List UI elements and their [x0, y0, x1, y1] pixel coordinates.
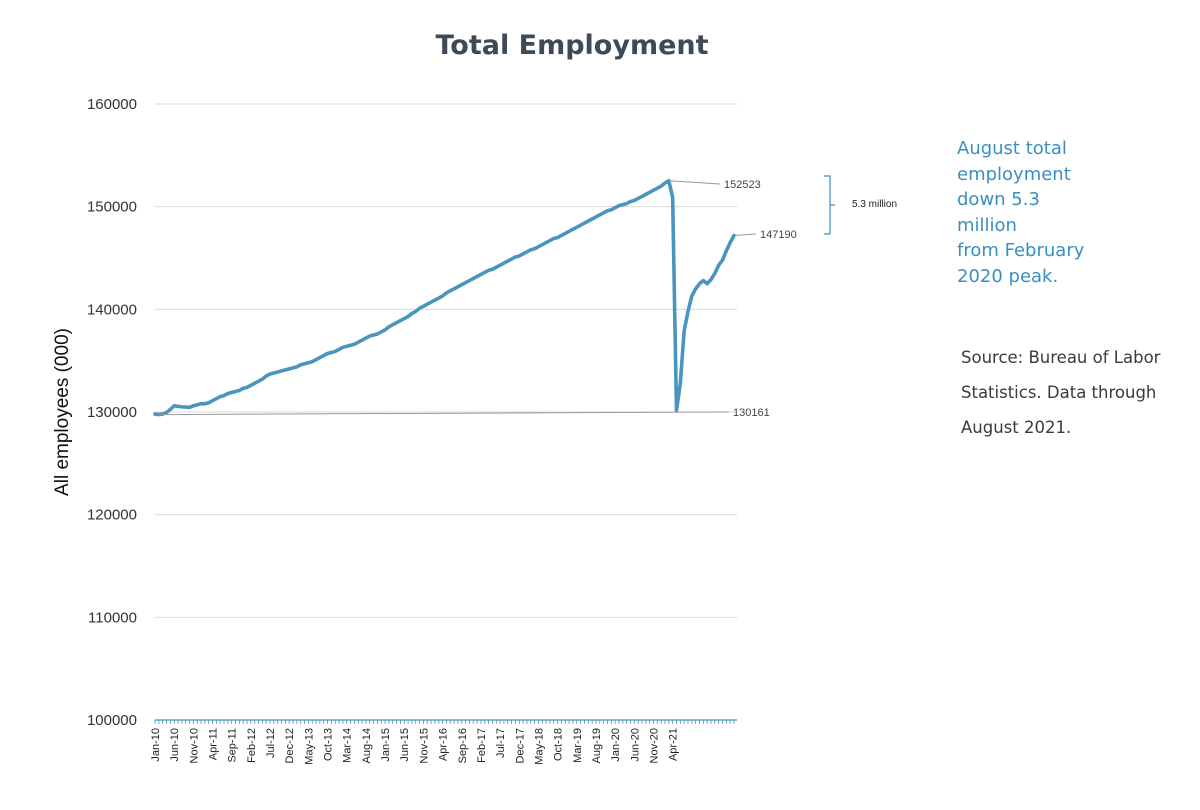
x-tick-label: Apr-11 [208, 728, 220, 760]
series-group [153, 178, 736, 417]
y-tick-labels: 100000 110000 120000 130000 140000 150000 1600… [87, 96, 137, 729]
series-line [153, 178, 736, 417]
y-tick-label: 110000 [88, 609, 137, 626]
x-tick-label: Nov-15 [418, 728, 430, 763]
source-note: Source: Bureau of Labor Statistics. Data… [961, 348, 1161, 437]
x-tick-label: Aug-14 [361, 728, 373, 763]
y-axis-label: All employees (000) [52, 328, 73, 496]
x-tick-label: Oct-13 [323, 728, 335, 761]
y-tick-label: 150000 [87, 199, 137, 216]
bracket-label: 5.3 million [852, 199, 897, 210]
y-tick-label: 140000 [87, 301, 137, 318]
data-label: 152523 [724, 179, 761, 191]
x-tick-label: Feb-12 [246, 728, 258, 763]
leader-line [158, 411, 730, 416]
x-tick-label: Jan-10 [150, 728, 162, 762]
annotations: 152523 147190 130161 5.3 million [158, 175, 897, 419]
x-tick-label: Mar-14 [342, 728, 354, 763]
callout-text: August total employment down 5.3 million… [957, 138, 1085, 287]
data-label: 130161 [733, 407, 770, 419]
x-tick-label: Nov-20 [648, 728, 660, 763]
x-tick-label: Jun-20 [629, 728, 641, 762]
x-tick-label: Jun-15 [399, 728, 411, 762]
y-tick-label: 160000 [87, 96, 137, 113]
x-tick-label: Apr-16 [438, 728, 450, 761]
y-tick-label: 100000 [87, 712, 137, 729]
chart-title: Total Employment [435, 30, 708, 61]
x-tick-label: Jun-10 [169, 728, 181, 762]
y-tick-label: 130000 [87, 404, 137, 421]
x-tick-label: Sep-16 [457, 728, 469, 763]
data-label: 147190 [760, 229, 797, 241]
gridlines [155, 103, 737, 618]
x-tick-label: Nov-10 [188, 728, 200, 763]
x-tick-label: Jan-20 [610, 728, 622, 762]
leader-line [668, 180, 721, 185]
x-tick-label: Oct-18 [553, 728, 565, 761]
x-tick-label: Jul-12 [265, 728, 277, 758]
x-tick-label: Dec-12 [284, 728, 296, 763]
x-tick-label: May-13 [303, 728, 315, 765]
x-tick-label: Jan-15 [380, 728, 392, 762]
x-tick-label: Mar-19 [572, 728, 584, 763]
x-axis: Jan-10 Jun-10 Nov-10 Apr-11 Sep-11 Feb-12 Jul-… [150, 719, 737, 765]
x-tick-label: May-18 [533, 728, 545, 765]
leader-line [733, 233, 757, 237]
x-tick-label: Dec-17 [514, 728, 526, 763]
x-tick-label: Feb-17 [476, 728, 488, 763]
y-tick-label: 120000 [87, 507, 137, 524]
x-tick-label: Aug-19 [591, 728, 603, 763]
x-tick-label: Sep-11 [227, 728, 239, 763]
x-tick-label: Jul-17 [495, 728, 507, 758]
x-tick-label: Apr-21 [668, 728, 680, 761]
difference-bracket [824, 175, 835, 235]
